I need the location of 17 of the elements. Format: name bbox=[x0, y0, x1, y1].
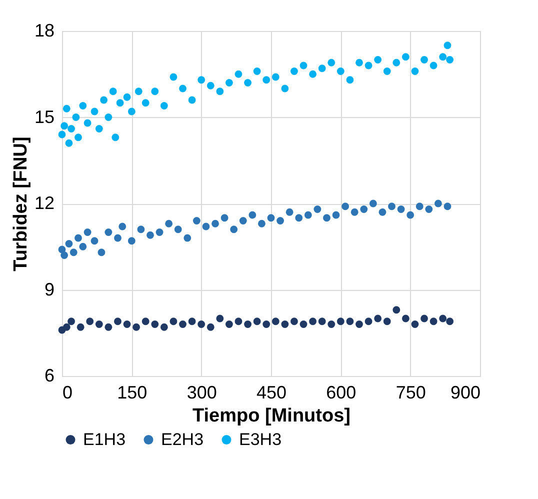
x-tick-label: 300 bbox=[186, 382, 217, 402]
x-tick-label: 450 bbox=[256, 382, 287, 402]
y-tick-label: 15 bbox=[34, 106, 54, 127]
y-tick-label: 6 bbox=[44, 366, 54, 386]
legend-label: E3H3 bbox=[239, 430, 282, 449]
x-axis-title: Tiempo [Minutos] bbox=[192, 406, 350, 426]
y-axis-title: Turbidez [FNU] bbox=[10, 136, 32, 272]
legend-label: E1H3 bbox=[83, 430, 126, 449]
x-tick-label: 600 bbox=[326, 382, 356, 402]
y-tick-label: 18 bbox=[34, 20, 54, 40]
legend-label: E2H3 bbox=[161, 430, 204, 449]
x-tick-label: 750 bbox=[396, 382, 426, 402]
y-tick-label: 9 bbox=[44, 279, 54, 300]
x-tick-label: 150 bbox=[117, 382, 148, 402]
y-tick-label: 12 bbox=[34, 193, 54, 213]
x-tick-label: 900 bbox=[450, 382, 480, 402]
x-tick-label: 0 bbox=[62, 382, 73, 402]
